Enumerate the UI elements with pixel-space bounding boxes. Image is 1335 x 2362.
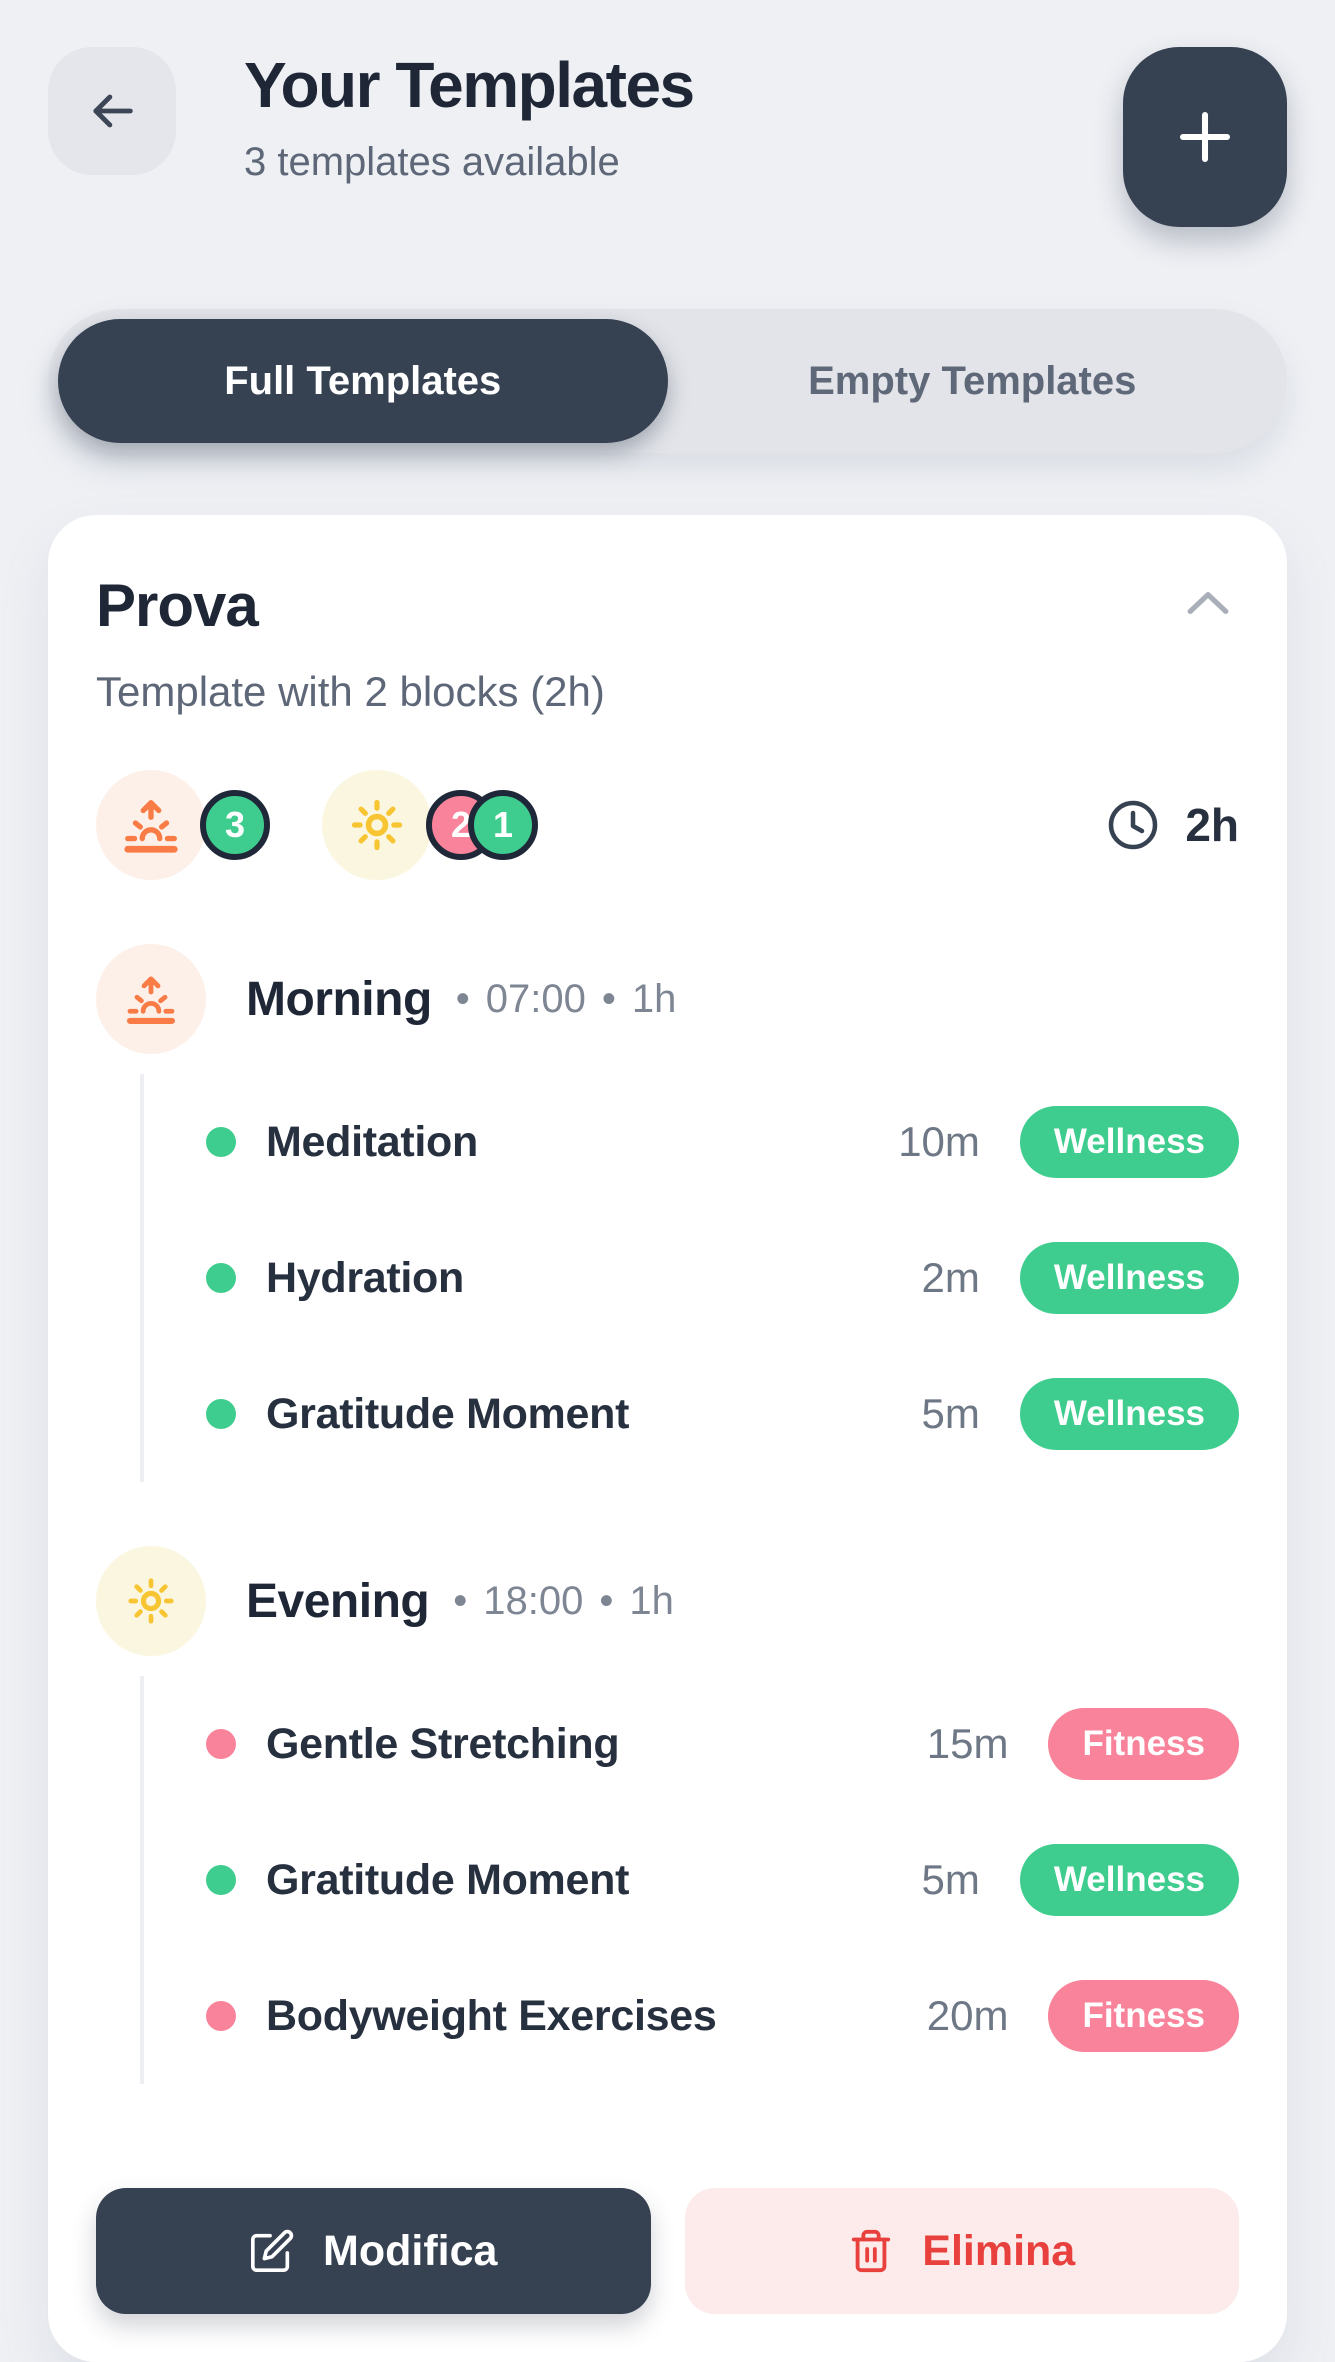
page-subtitle: 3 templates available: [244, 140, 620, 185]
template-title: Prova: [96, 572, 259, 639]
item-name: Hydration: [266, 1253, 464, 1302]
arrow-left-icon: [84, 83, 140, 139]
template-summary: Template with 2 blocks (2h): [96, 668, 605, 715]
category-dot: [206, 1729, 236, 1759]
list-item: Gentle Stretching 15m Fitness: [144, 1676, 1239, 1812]
tab-empty-templates[interactable]: Empty Templates: [668, 319, 1278, 443]
category-dot: [206, 1263, 236, 1293]
sunrise-icon: [96, 770, 206, 880]
page-title: Your Templates: [244, 49, 695, 121]
list-item: Hydration 2m Wellness: [144, 1210, 1239, 1346]
card-actions: Modifica Elimina: [96, 2188, 1239, 2314]
plus-icon: [1172, 104, 1238, 170]
back-button[interactable]: [48, 47, 176, 175]
bullet: •: [453, 1578, 468, 1623]
item-duration: 5m: [921, 1856, 980, 1903]
bullet: •: [601, 976, 616, 1021]
block-header: Morning • 07:00 • 1h: [96, 944, 1239, 1054]
add-template-button[interactable]: [1123, 47, 1287, 227]
block-meta: • 18:00 • 1h: [453, 1579, 674, 1624]
category-dot: [206, 2001, 236, 2031]
chevron-up-icon: [1185, 589, 1231, 617]
list-item: Bodyweight Exercises 20m Fitness: [144, 1948, 1239, 2084]
item-duration: 20m: [926, 1992, 1009, 2039]
item-name: Gratitude Moment: [266, 1389, 630, 1438]
category-badge: Wellness: [1019, 1844, 1239, 1916]
clock-icon: [1105, 797, 1161, 853]
category-badge: Wellness: [1019, 1242, 1239, 1314]
item-name: Gratitude Moment: [266, 1855, 630, 1904]
category-dot: [206, 1399, 236, 1429]
category-badge: Wellness: [1019, 1378, 1239, 1450]
block-item-list: Gentle Stretching 15m Fitness Gratitude …: [140, 1676, 1239, 2084]
block-evening: Evening • 18:00 • 1h Gentle Stretching 1…: [96, 1546, 1239, 2084]
count-badge: 3: [200, 790, 270, 860]
header-text: Your Templates 3 templates available: [244, 49, 1123, 185]
item-duration: 5m: [921, 1390, 980, 1437]
header: Your Templates 3 templates available: [48, 47, 1287, 227]
block-meta: • 07:00 • 1h: [456, 977, 677, 1022]
list-item: Gratitude Moment 5m Wellness: [144, 1812, 1239, 1948]
item-duration: 15m: [926, 1720, 1009, 1767]
item-name: Gentle Stretching: [266, 1719, 620, 1768]
list-item: Gratitude Moment 5m Wellness: [144, 1346, 1239, 1482]
item-duration: 2m: [921, 1254, 980, 1301]
sun-icon: [322, 770, 432, 880]
block-chip-morning: 3: [96, 770, 270, 880]
tab-full-templates[interactable]: Full Templates: [58, 319, 668, 443]
sunrise-icon: [96, 944, 206, 1054]
sun-icon: [96, 1546, 206, 1656]
block-duration: 1h: [629, 1578, 674, 1623]
trash-icon: [848, 2228, 894, 2274]
block-time: 18:00: [483, 1578, 584, 1623]
block-chip-evening: 2 1: [322, 770, 538, 880]
collapse-button[interactable]: [1177, 571, 1239, 635]
template-card-header: Prova: [96, 571, 1239, 640]
bullet: •: [455, 976, 470, 1021]
block-header: Evening • 18:00 • 1h: [96, 1546, 1239, 1656]
item-name: Meditation: [266, 1117, 478, 1166]
total-duration: 2h: [1105, 797, 1239, 853]
item-name: Bodyweight Exercises: [266, 1991, 717, 2040]
edit-button[interactable]: Modifica: [96, 2188, 651, 2314]
templates-screen: Your Templates 3 templates available Ful…: [48, 47, 1287, 2362]
category-badge: Wellness: [1019, 1106, 1239, 1178]
block-morning: Morning • 07:00 • 1h Meditation 10m Well…: [96, 944, 1239, 1482]
template-card: Prova Template with 2 blocks (2h): [48, 515, 1287, 2362]
edit-button-label: Modifica: [323, 2226, 498, 2275]
count-badge: 1: [468, 790, 538, 860]
delete-button-label: Elimina: [922, 2226, 1076, 2275]
block-name: Evening: [246, 1574, 430, 1628]
block-time: 07:00: [485, 976, 586, 1021]
block-name: Morning: [246, 972, 432, 1026]
category-badge: Fitness: [1048, 1708, 1239, 1780]
item-duration: 10m: [898, 1118, 980, 1165]
block-chips-row: 3 2 1: [96, 770, 1239, 880]
category-dot: [206, 1865, 236, 1895]
bullet: •: [599, 1578, 614, 1623]
template-type-tabs: Full Templates Empty Templates: [48, 309, 1287, 453]
category-badge: Fitness: [1048, 1980, 1239, 2052]
category-dot: [206, 1127, 236, 1157]
total-duration-value: 2h: [1185, 799, 1239, 851]
list-item: Meditation 10m Wellness: [144, 1074, 1239, 1210]
edit-pencil-icon: [249, 2228, 295, 2274]
block-duration: 1h: [631, 976, 677, 1021]
delete-button[interactable]: Elimina: [684, 2188, 1239, 2314]
block-item-list: Meditation 10m Wellness Hydration 2m Wel…: [140, 1074, 1239, 1482]
